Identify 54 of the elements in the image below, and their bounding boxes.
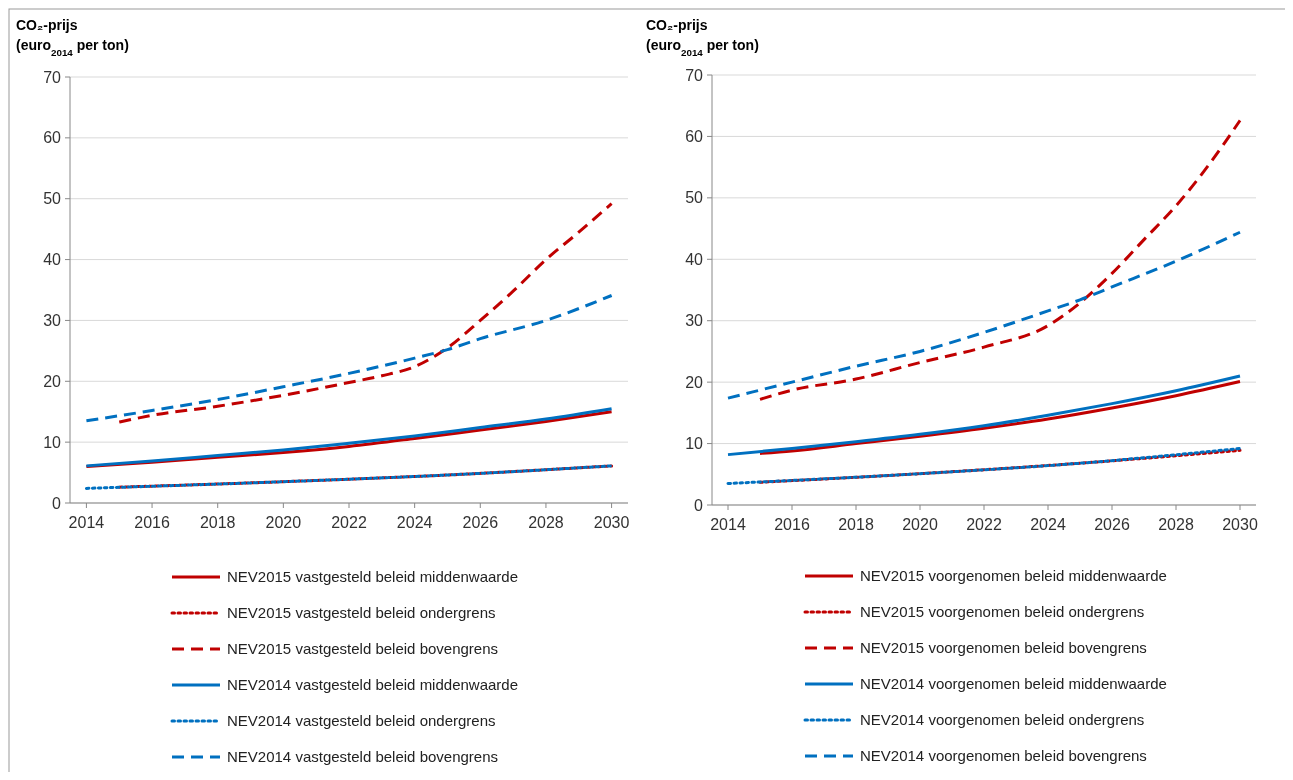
x-tick-label: 2030	[593, 514, 630, 531]
x-tick-label: 2020	[902, 516, 938, 533]
legend-label: NEV2015 vastgesteld beleid middenwaarde	[227, 568, 519, 586]
legend-label: NEV2015 voorgenomen beleid bovengrens	[860, 639, 1147, 657]
line-series	[726, 374, 1242, 457]
line-series	[84, 293, 614, 423]
y-tick-label: 70	[43, 68, 62, 86]
x-tick-label: 2030	[1222, 516, 1258, 533]
legend-label: NEV2015 vastgesteld beleid bovengrens	[227, 640, 499, 658]
x-tick-label: 2028	[528, 514, 564, 531]
legend-label: NEV2014 voorgenomen beleid middenwaarde	[860, 675, 1167, 693]
x-tick-label: 2026	[462, 514, 499, 531]
y-tick-label: 20	[685, 373, 704, 391]
x-tick-label: 2014	[710, 516, 746, 533]
legend-label: NEV2014 vastgesteld beleid ondergrens	[227, 712, 496, 730]
x-tick-label: 2022	[966, 516, 1002, 533]
legend-label: NEV2015 vastgesteld beleid ondergrens	[227, 604, 496, 622]
y-tick-label: 0	[52, 494, 62, 512]
x-tick-label: 2014	[68, 514, 105, 531]
y-tick-label: 50	[685, 189, 704, 207]
y-axis-title: CO₂-prijs (euro$_{2014}$ per ton)	[16, 17, 129, 58]
y-tick-label: 70	[685, 66, 704, 84]
x-tick-label: 2016	[774, 516, 810, 533]
x-tick-label: 2026	[1094, 516, 1130, 533]
line-series	[117, 202, 614, 424]
x-tick-label: 2018	[199, 514, 236, 531]
x-tick-label: 2022	[331, 514, 367, 531]
y-tick-label: 40	[43, 251, 62, 269]
y-tick-label: 60	[685, 128, 704, 146]
y-tick-label: 10	[43, 433, 62, 451]
line-series	[758, 380, 1242, 455]
y-axis-title: CO₂-prijs (euro$_{2014}$ per ton)	[646, 17, 759, 58]
y-tick-label: 30	[685, 312, 704, 330]
line-series	[758, 118, 1242, 401]
y-tick-label: 20	[43, 372, 62, 390]
x-tick-label: 2016	[134, 514, 170, 531]
x-tick-label: 2020	[265, 514, 302, 531]
y-tick-label: 60	[43, 129, 62, 147]
line-series	[726, 230, 1242, 400]
y-tick-label: 50	[43, 190, 62, 208]
x-tick-label: 2028	[1158, 516, 1194, 533]
legend-label: NEV2014 vastgesteld beleid bovengrens	[227, 748, 499, 766]
x-tick-label: 2024	[1030, 516, 1066, 533]
y-tick-label: 0	[694, 496, 704, 514]
legend-label: NEV2014 vastgesteld beleid middenwaarde	[227, 676, 519, 694]
legend-label: NEV2014 voorgenomen beleid bovengrens	[860, 747, 1147, 765]
y-tick-label: 10	[685, 435, 704, 453]
x-tick-label: 2018	[838, 516, 874, 533]
legend-label: NEV2015 voorgenomen beleid ondergrens	[860, 603, 1145, 621]
legend-label: NEV2015 voorgenomen beleid middenwaarde	[860, 567, 1167, 585]
x-tick-label: 2024	[396, 514, 433, 531]
y-tick-label: 30	[43, 312, 62, 330]
legend-label: NEV2014 voorgenomen beleid ondergrens	[860, 711, 1145, 729]
y-tick-label: 40	[685, 250, 704, 268]
